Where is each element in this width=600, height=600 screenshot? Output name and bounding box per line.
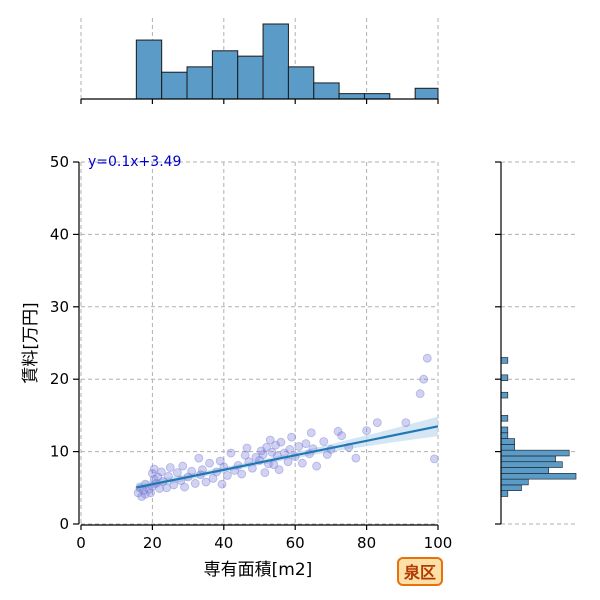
scatter-point — [180, 482, 189, 492]
x-tick-label: 20 — [143, 534, 162, 552]
scatter-point — [205, 458, 214, 468]
scatter-point — [419, 374, 429, 384]
scatter-point — [260, 468, 270, 477]
axes — [78, 98, 502, 526]
scatter-point — [301, 439, 311, 449]
scatter-point — [319, 437, 329, 446]
scatter-point — [285, 445, 295, 454]
x-histogram-bar — [186, 66, 213, 100]
scatter-point — [242, 443, 252, 453]
scatter-point — [283, 457, 293, 467]
y-histogram-bar — [500, 449, 570, 457]
x-histogram-bar — [414, 87, 439, 100]
scatter-point — [337, 431, 347, 441]
scatter-point — [222, 471, 232, 480]
scatter-point — [237, 469, 247, 479]
scatter-point — [187, 466, 197, 476]
scatter-point — [164, 471, 173, 481]
x-histogram-bar — [135, 39, 163, 100]
scatter-point — [169, 480, 179, 490]
y-histogram-bar — [500, 473, 577, 480]
x-histogram-bar — [262, 23, 289, 100]
x-histogram-bar — [313, 82, 340, 100]
scatter-point — [265, 435, 275, 445]
x-histogram-bar — [287, 66, 315, 100]
scatter-point — [430, 454, 439, 464]
y-tick-label: 50 — [50, 153, 69, 171]
y-histogram-bar — [500, 415, 509, 422]
x-histogram-bar — [338, 93, 365, 100]
x-histogram-bar — [211, 50, 239, 100]
scatter-point — [287, 432, 297, 442]
scatter-point — [401, 418, 411, 428]
regression-line-group — [136, 425, 439, 489]
x-axis-label: 専有面積[m2] — [204, 560, 313, 580]
scatter-point — [155, 484, 164, 493]
scatter-point — [422, 353, 432, 363]
y-histogram-bar — [500, 438, 515, 445]
scatter-point — [217, 479, 227, 489]
y-histogram-bar — [500, 391, 509, 399]
scatter-point — [165, 463, 175, 472]
y-histogram-bar — [500, 426, 509, 434]
x-tick-label: 80 — [357, 534, 376, 552]
scatter-point — [190, 479, 200, 488]
scatter-point — [201, 477, 211, 487]
x-histogram-bar — [363, 93, 391, 100]
scatter-point — [258, 450, 268, 459]
y-histogram-bar — [500, 490, 509, 497]
scatter-point — [146, 488, 156, 498]
tick-labels: 0 20 40 60 80 100 0 10 20 30 40 50 — [50, 153, 452, 552]
y-histogram-bar — [500, 478, 529, 486]
scatter-point — [312, 461, 322, 471]
x-histogram-bar — [161, 71, 188, 100]
y-histogram-bar — [500, 467, 550, 474]
scatter-point — [274, 465, 284, 475]
region-badge-label: 泉区 — [404, 563, 436, 582]
y-histogram-bar — [500, 455, 556, 463]
x-tick-label: 0 — [76, 534, 86, 552]
y-tick-label: 10 — [50, 443, 69, 461]
x-tick-label: 60 — [286, 534, 305, 552]
scatter-point — [372, 418, 382, 428]
scatter-point — [156, 467, 166, 477]
x-histogram-bar — [237, 55, 264, 100]
scatter-point — [297, 458, 307, 468]
y-tick-label: 30 — [50, 298, 69, 316]
scatter-point — [226, 448, 236, 458]
y-tick-label: 20 — [50, 370, 69, 388]
y-histogram-bar — [500, 374, 509, 381]
region-badge: 泉区 — [397, 557, 443, 586]
y-tick-label: 0 — [59, 515, 69, 533]
y-histogram-bar — [500, 357, 509, 364]
scatter-point — [178, 461, 188, 471]
y-histogram-bar — [500, 461, 563, 468]
y-histogram-bar — [500, 432, 509, 439]
scatter-point — [306, 428, 316, 438]
scatter-point — [172, 468, 182, 477]
y-histogram-bar — [500, 444, 515, 451]
x-marginal-histogram — [135, 23, 439, 100]
x-tick-label: 40 — [214, 534, 233, 552]
scatter-point — [415, 389, 425, 399]
y-axis-label: 賃料[万円] — [21, 302, 41, 383]
y-marginal-histogram — [500, 357, 577, 497]
y-histogram-bar — [500, 484, 522, 491]
tick-marks — [73, 99, 501, 530]
scatter-point — [271, 440, 280, 450]
scatter-point — [194, 453, 204, 463]
y-tick-label: 40 — [50, 225, 69, 243]
scatter-point — [362, 426, 372, 436]
scatter-point — [351, 453, 361, 463]
regression-line — [136, 425, 439, 489]
x-tick-label: 100 — [424, 534, 453, 552]
scatter-point — [276, 437, 286, 447]
regression-equation: y=0.1x+3.49 — [88, 154, 181, 170]
scatter-point — [262, 442, 272, 452]
